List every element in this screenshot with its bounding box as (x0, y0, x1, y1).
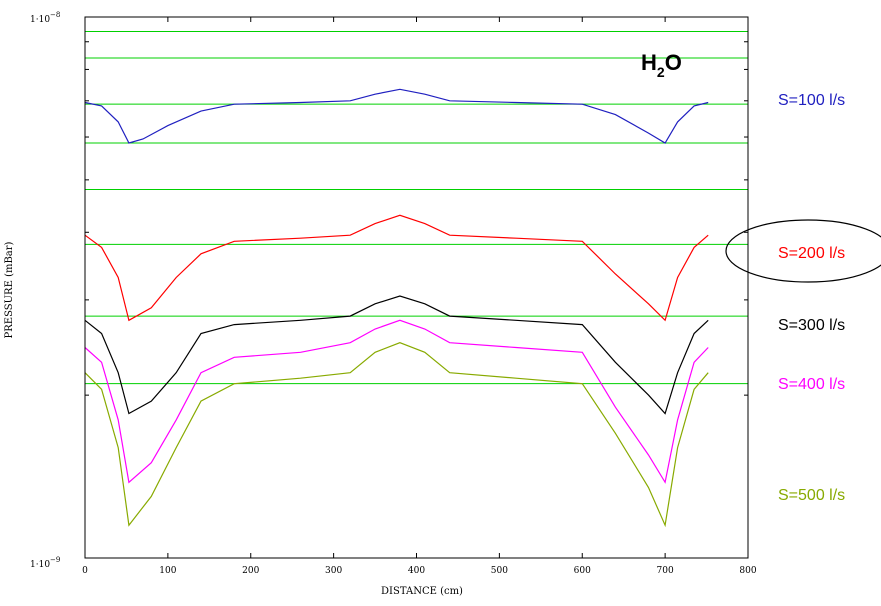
species-base: H (641, 50, 657, 75)
series-label-2: S=200 l/s (778, 245, 845, 262)
x-tick-label: 800 (739, 566, 756, 576)
y-tick-top-mantissa: 1·10 (30, 15, 50, 25)
species-label: H2O (641, 50, 682, 80)
x-tick-label: 600 (574, 566, 591, 576)
y-tick-bottom-mantissa: 1·10 (30, 560, 50, 570)
x-axis-ticks: 0 100 200 300 400 500 600 700 800 (82, 17, 757, 576)
series-label-1: S=100 l/s (778, 92, 845, 109)
series-line-1 (84, 88, 709, 144)
y-axis-title: PRESSURE (mBar) (4, 241, 15, 338)
series-line-4 (84, 319, 709, 484)
x-tick-label: 700 (657, 566, 674, 576)
x-tick-label: 0 (82, 566, 88, 576)
series-line-3 (84, 295, 709, 415)
series-label-4: S=400 l/s (778, 376, 845, 393)
gridlines (85, 31, 748, 385)
y-axis-ticks (85, 41, 748, 396)
x-tick-label: 400 (408, 566, 425, 576)
species-tail: O (665, 50, 682, 75)
species-sub: 2 (657, 64, 665, 80)
series-labels: S=100 l/s S=200 l/s S=300 l/s S=400 l/s S=50… (778, 92, 845, 504)
x-tick-label: 500 (491, 566, 508, 576)
x-tick-label: 300 (325, 566, 342, 576)
series-line-2 (84, 214, 709, 322)
x-tick-label: 100 (159, 566, 176, 576)
series-line-5 (84, 342, 709, 528)
series-label-3: S=300 l/s (778, 317, 845, 334)
y-tick-label-bottom: 1·10−9 (30, 556, 60, 570)
y-tick-bottom-exp: −9 (50, 556, 60, 564)
y-tick-label-top: 1·10−8 (30, 11, 60, 25)
x-tick-label: 200 (242, 566, 259, 576)
plot-frame (84, 16, 749, 559)
highlight-ellipse (725, 219, 881, 283)
series-lines (84, 88, 709, 528)
x-axis-title: DISTANCE (cm) (381, 586, 463, 597)
y-tick-top-exp: −8 (50, 11, 60, 19)
series-label-5: S=500 l/s (778, 487, 845, 504)
